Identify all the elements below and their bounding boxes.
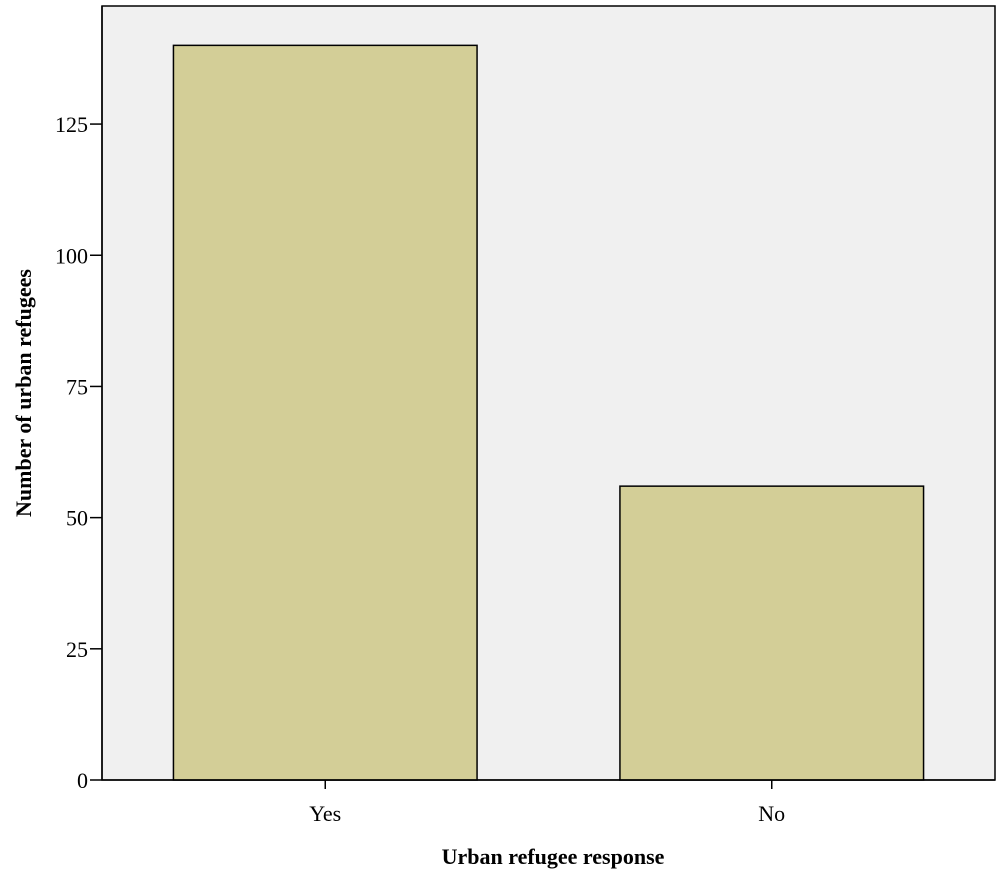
bars-group <box>172 44 925 781</box>
y-axis: 0 25 50 75 100 125 <box>55 6 103 793</box>
y-tick-label: 25 <box>66 637 88 662</box>
y-tick-label: 75 <box>66 374 88 399</box>
x-axis: Yes No <box>102 779 995 826</box>
y-tick-label: 0 <box>77 768 88 793</box>
y-tick-label: 50 <box>66 506 88 531</box>
y-tick-label: 125 <box>55 112 88 137</box>
x-tick-label: No <box>758 801 785 826</box>
y-axis-title: Number of urban refugees <box>11 269 36 517</box>
y-tick-label: 100 <box>55 243 88 268</box>
x-tick-label: Yes <box>309 801 341 826</box>
bar-no <box>619 485 925 781</box>
x-axis-title: Urban refugee response <box>442 844 665 869</box>
bar-yes <box>172 44 478 781</box>
